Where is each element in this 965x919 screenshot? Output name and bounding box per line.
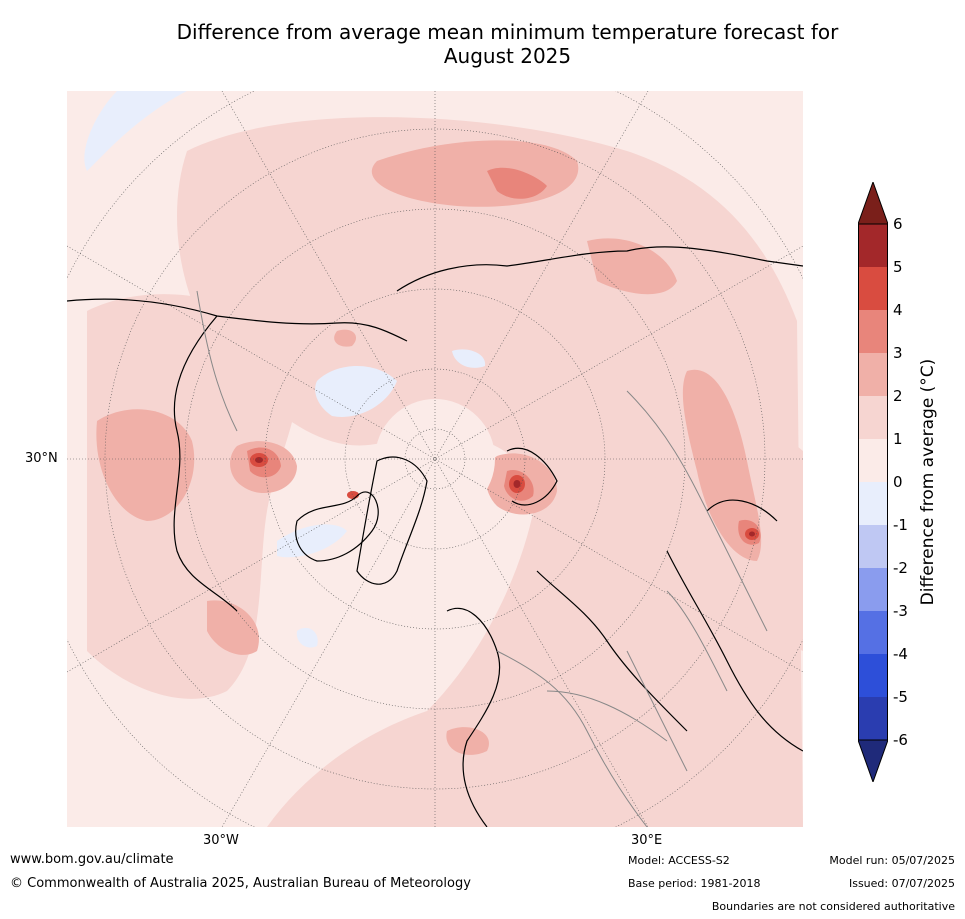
colorbar-tick-label: 6 <box>893 215 903 233</box>
colorbar <box>858 182 888 782</box>
footer-issued: Issued: 07/07/2025 <box>848 877 955 890</box>
colorbar-segment <box>858 525 888 568</box>
title-line-2: August 2025 <box>443 44 572 68</box>
graticule <box>67 91 803 827</box>
anomaly-5-6-regions <box>255 457 755 537</box>
pole-region <box>375 399 495 519</box>
colorbar-segment <box>858 568 888 611</box>
title-line-1: Difference from average mean minimum tem… <box>176 20 839 44</box>
colorbar-segment <box>858 396 888 439</box>
colorbar-tick-label: -6 <box>893 731 908 749</box>
footer-model: Model: ACCESS-S2 <box>628 854 730 867</box>
anomaly-below-0-regions <box>84 91 486 648</box>
borders <box>196 290 768 827</box>
colorbar-segment <box>858 224 888 267</box>
footer-disclaimer: Boundaries are not considered authoritat… <box>711 900 955 913</box>
colorbar-tick-label: -1 <box>893 516 908 534</box>
colorbar-tick-label: 2 <box>893 387 903 405</box>
colorbar-outline <box>858 223 888 741</box>
footer-model-run: Model run: 05/07/2025 <box>829 854 955 867</box>
colorbar-segment <box>858 353 888 396</box>
colorbar-segment <box>858 439 888 482</box>
colorbar-segment <box>858 697 888 740</box>
map-svg <box>67 91 803 827</box>
colorbar-segment <box>858 267 888 310</box>
footer-base-period: Base period: 1981-2018 <box>628 877 761 890</box>
colorbar-segment <box>858 654 888 697</box>
colorbar-tick-label: 3 <box>893 344 903 362</box>
lon-label-30e: 30°E <box>631 833 663 848</box>
colorbar-segment <box>858 482 888 525</box>
colorbar-tick-label: 5 <box>893 258 903 276</box>
colorbar-min-arrow <box>858 739 888 782</box>
footer-url[interactable]: www.bom.gov.au/climate <box>10 852 174 867</box>
colorbar-tick-label: 0 <box>893 473 903 491</box>
colorbar-label: Difference from average (°C) <box>918 358 938 606</box>
colorbar-segment <box>858 611 888 654</box>
colorbar-tick-label: 4 <box>893 301 903 319</box>
colorbar-tick-label: 1 <box>893 430 903 448</box>
coastlines <box>67 246 803 827</box>
colorbar-segment <box>858 310 888 353</box>
footer-copyright: © Commonwealth of Australia 2025, Austra… <box>10 876 471 891</box>
lon-label-30w: 30°W <box>203 833 239 848</box>
colorbar-tick-label: -4 <box>893 645 908 663</box>
lat-label-30n: 30°N <box>25 451 58 466</box>
polar-map <box>67 91 803 827</box>
colorbar-max-arrow <box>858 182 888 225</box>
colorbar-tick-label: -3 <box>893 602 908 620</box>
colorbar-tick-label: -2 <box>893 559 908 577</box>
colorbar-tick-label: -5 <box>893 688 908 706</box>
map-title: Difference from average mean minimum tem… <box>0 20 965 68</box>
